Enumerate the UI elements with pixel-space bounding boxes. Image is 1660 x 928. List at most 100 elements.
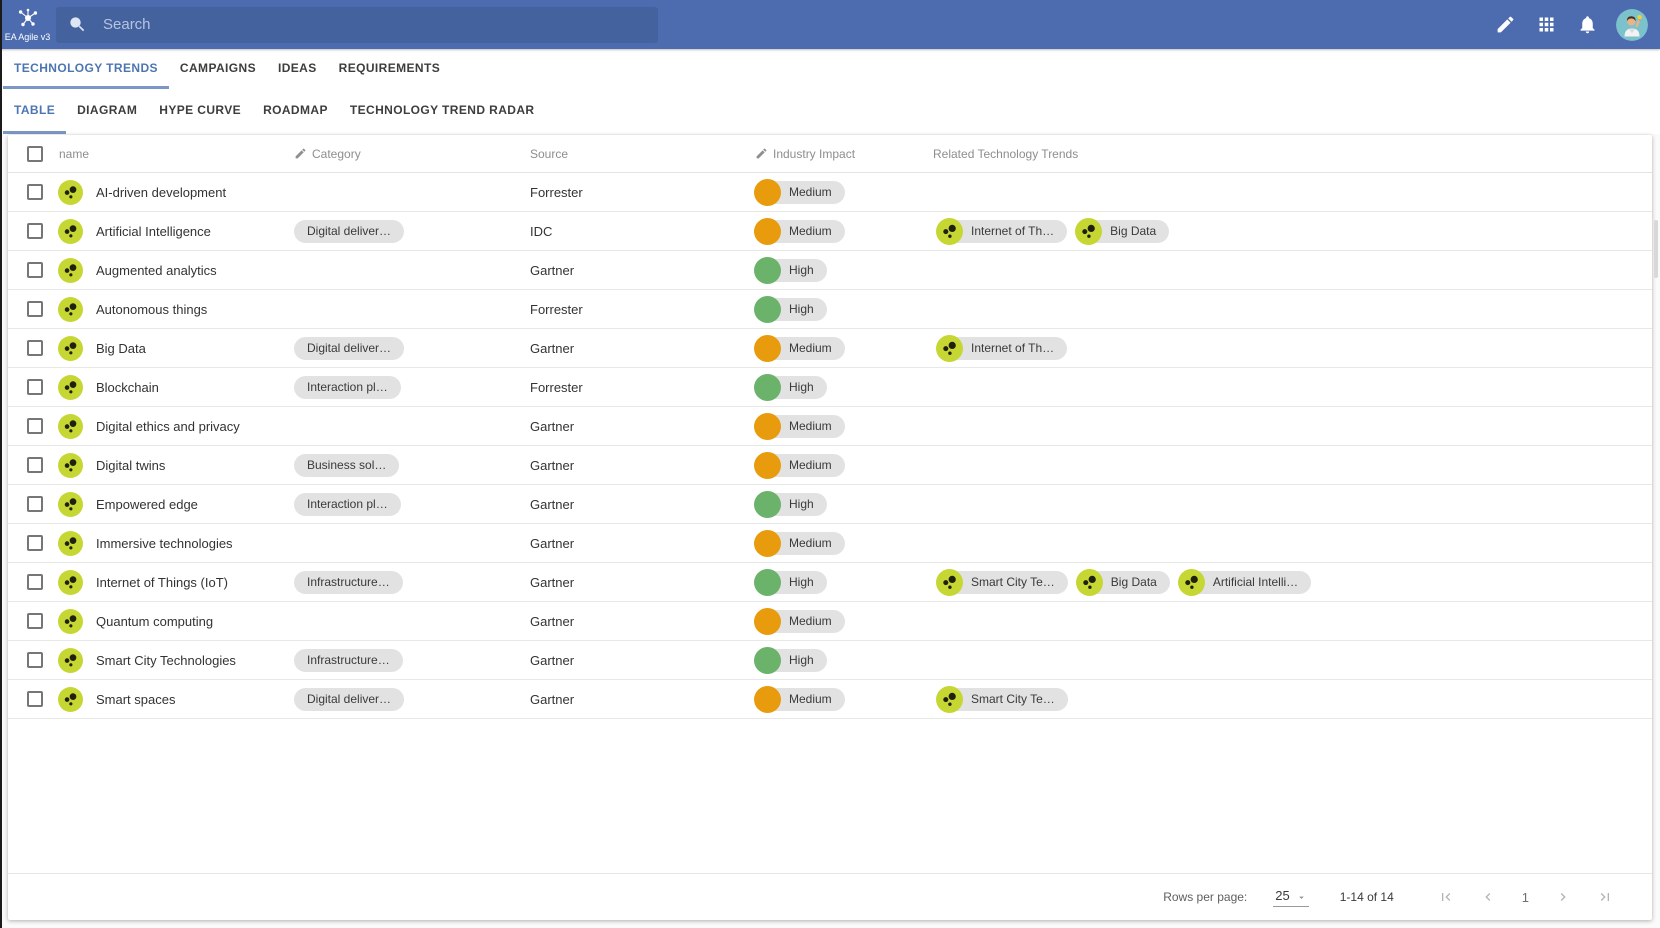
select-all-checkbox[interactable] — [27, 145, 43, 162]
related-trend-chip[interactable]: Internet of Th… — [936, 334, 1068, 362]
tab-campaigns[interactable]: CAMPAIGNS — [179, 60, 256, 75]
industry-impact-chip[interactable]: Medium — [754, 451, 845, 479]
source-value: Gartner — [530, 457, 575, 473]
source-value: Forrester — [530, 184, 583, 200]
table-row[interactable]: AI-driven development Forrester Medium — [8, 173, 1652, 212]
related-trend-chip[interactable]: Artificial Intelli… — [1177, 568, 1312, 596]
notifications-bell-icon[interactable] — [1575, 13, 1599, 37]
table-row[interactable]: Immersive technologies Gartner Medium — [8, 524, 1652, 563]
category-chip[interactable]: Business sol… — [294, 453, 400, 477]
app-title: EA Agile v3 — [4, 32, 51, 42]
row-checkbox[interactable] — [27, 691, 43, 707]
industry-impact-chip[interactable]: High — [754, 373, 827, 401]
secondary-tabs: TABLE DIAGRAM HYPE CURVE ROADMAP TECHNOL… — [0, 89, 1660, 134]
column-header-related-trends[interactable]: Related Technology Trends — [933, 146, 1079, 161]
first-page-button[interactable] — [1438, 889, 1454, 905]
search-box[interactable] — [56, 6, 658, 43]
user-avatar[interactable] — [1616, 8, 1648, 41]
row-checkbox[interactable] — [27, 496, 43, 512]
tab-technology-trend-radar[interactable]: TECHNOLOGY TREND RADAR — [349, 103, 535, 117]
source-value: IDC — [530, 223, 553, 239]
appbar-actions — [1493, 8, 1648, 41]
industry-impact-chip[interactable]: Medium — [754, 685, 845, 713]
column-header-name[interactable]: name — [59, 146, 90, 161]
edit-icon[interactable] — [1493, 13, 1517, 37]
technology-trend-icon — [58, 335, 83, 361]
industry-impact-chip[interactable]: Medium — [754, 412, 845, 440]
related-trend-chip[interactable]: Big Data — [1075, 568, 1170, 596]
next-page-button[interactable] — [1555, 889, 1571, 905]
industry-impact-chip[interactable]: High — [754, 568, 827, 596]
table-row[interactable]: Blockchain Interaction pl… Forrester Hig… — [8, 368, 1652, 407]
industry-impact-chip[interactable]: Medium — [754, 607, 845, 635]
technology-trend-icon — [58, 491, 83, 517]
industry-impact-chip[interactable]: High — [754, 646, 827, 674]
table-row[interactable]: Smart City Technologies Infrastructure… … — [8, 641, 1652, 680]
tab-requirements[interactable]: REQUIREMENTS — [338, 60, 441, 75]
related-trend-chip[interactable]: Smart City Te… — [936, 568, 1068, 596]
table-row[interactable]: Augmented analytics Gartner High — [8, 251, 1652, 290]
table-row[interactable]: Artificial Intelligence Digital deliver…… — [8, 212, 1652, 251]
technology-trend-icon — [58, 569, 83, 595]
rows-per-page-select[interactable]: 25 — [1273, 888, 1309, 907]
current-page-number[interactable]: 1 — [1521, 889, 1529, 905]
tab-hype-curve[interactable]: HYPE CURVE — [159, 103, 242, 117]
category-chip[interactable]: Infrastructure… — [294, 648, 403, 672]
row-checkbox[interactable] — [27, 340, 43, 356]
row-checkbox[interactable] — [27, 262, 43, 278]
row-checkbox[interactable] — [27, 613, 43, 629]
source-value: Gartner — [530, 574, 575, 590]
tab-ideas[interactable]: IDEAS — [277, 60, 317, 75]
column-header-industry-impact[interactable]: Industry Impact — [746, 147, 928, 161]
trend-name: Digital twins — [96, 457, 166, 473]
category-chip[interactable]: Interaction pl… — [294, 492, 401, 516]
industry-impact-chip[interactable]: High — [754, 295, 827, 323]
table-row[interactable]: Empowered edge Interaction pl… Gartner H… — [8, 485, 1652, 524]
category-chip[interactable]: Digital deliver… — [294, 687, 405, 711]
previous-page-button[interactable] — [1480, 889, 1496, 905]
tab-roadmap[interactable]: ROADMAP — [263, 103, 328, 117]
related-trend-chip[interactable]: Big Data — [1075, 217, 1170, 245]
category-chip[interactable]: Interaction pl… — [294, 375, 401, 399]
last-page-button[interactable] — [1597, 889, 1613, 905]
table-row[interactable]: Quantum computing Gartner Medium — [8, 602, 1652, 641]
row-checkbox[interactable] — [27, 223, 43, 239]
row-checkbox[interactable] — [27, 184, 43, 200]
table-row[interactable]: Smart spaces Digital deliver… Gartner Me… — [8, 680, 1652, 719]
category-chip[interactable]: Digital deliver… — [294, 219, 405, 243]
industry-impact-chip[interactable]: Medium — [754, 178, 845, 206]
row-checkbox[interactable] — [27, 457, 43, 473]
last-page-icon — [1600, 893, 1609, 901]
tab-diagram[interactable]: DIAGRAM — [77, 103, 138, 117]
table-row[interactable]: Digital twins Business sol… Gartner Medi… — [8, 446, 1652, 485]
apps-grid-icon[interactable] — [1534, 13, 1558, 37]
row-checkbox[interactable] — [27, 418, 43, 434]
related-trend-chip[interactable]: Internet of Th… — [936, 217, 1068, 245]
related-trend-chip[interactable]: Smart City Te… — [936, 685, 1068, 713]
table-row[interactable]: Autonomous things Forrester High — [8, 290, 1652, 329]
table-row[interactable]: Big Data Digital deliver… Gartner Medium… — [8, 329, 1652, 368]
column-header-category[interactable]: Category — [292, 147, 520, 161]
trend-name: Augmented analytics — [96, 262, 217, 278]
tab-technology-trends[interactable]: TECHNOLOGY TRENDS — [3, 49, 169, 89]
table-row[interactable]: Internet of Things (IoT) Infrastructure…… — [8, 563, 1652, 602]
industry-impact-chip[interactable]: Medium — [754, 217, 845, 245]
search-input[interactable] — [103, 16, 646, 33]
row-checkbox[interactable] — [27, 379, 43, 395]
category-chip[interactable]: Digital deliver… — [294, 336, 405, 360]
industry-impact-chip[interactable]: Medium — [754, 334, 845, 362]
technology-trend-icon — [58, 257, 83, 283]
table-row[interactable]: Digital ethics and privacy Gartner Mediu… — [8, 407, 1652, 446]
vertical-scrollbar[interactable] — [1654, 220, 1658, 278]
industry-impact-chip[interactable]: Medium — [754, 529, 845, 557]
app-logo[interactable]: EA Agile v3 — [0, 0, 55, 49]
row-checkbox[interactable] — [27, 574, 43, 590]
row-checkbox[interactable] — [27, 535, 43, 551]
tab-table[interactable]: TABLE — [3, 89, 67, 134]
category-chip[interactable]: Infrastructure… — [294, 570, 403, 594]
column-header-source[interactable]: Source — [530, 146, 569, 161]
industry-impact-chip[interactable]: High — [754, 490, 827, 518]
row-checkbox[interactable] — [27, 301, 43, 317]
row-checkbox[interactable] — [27, 652, 43, 668]
industry-impact-chip[interactable]: High — [754, 256, 827, 284]
